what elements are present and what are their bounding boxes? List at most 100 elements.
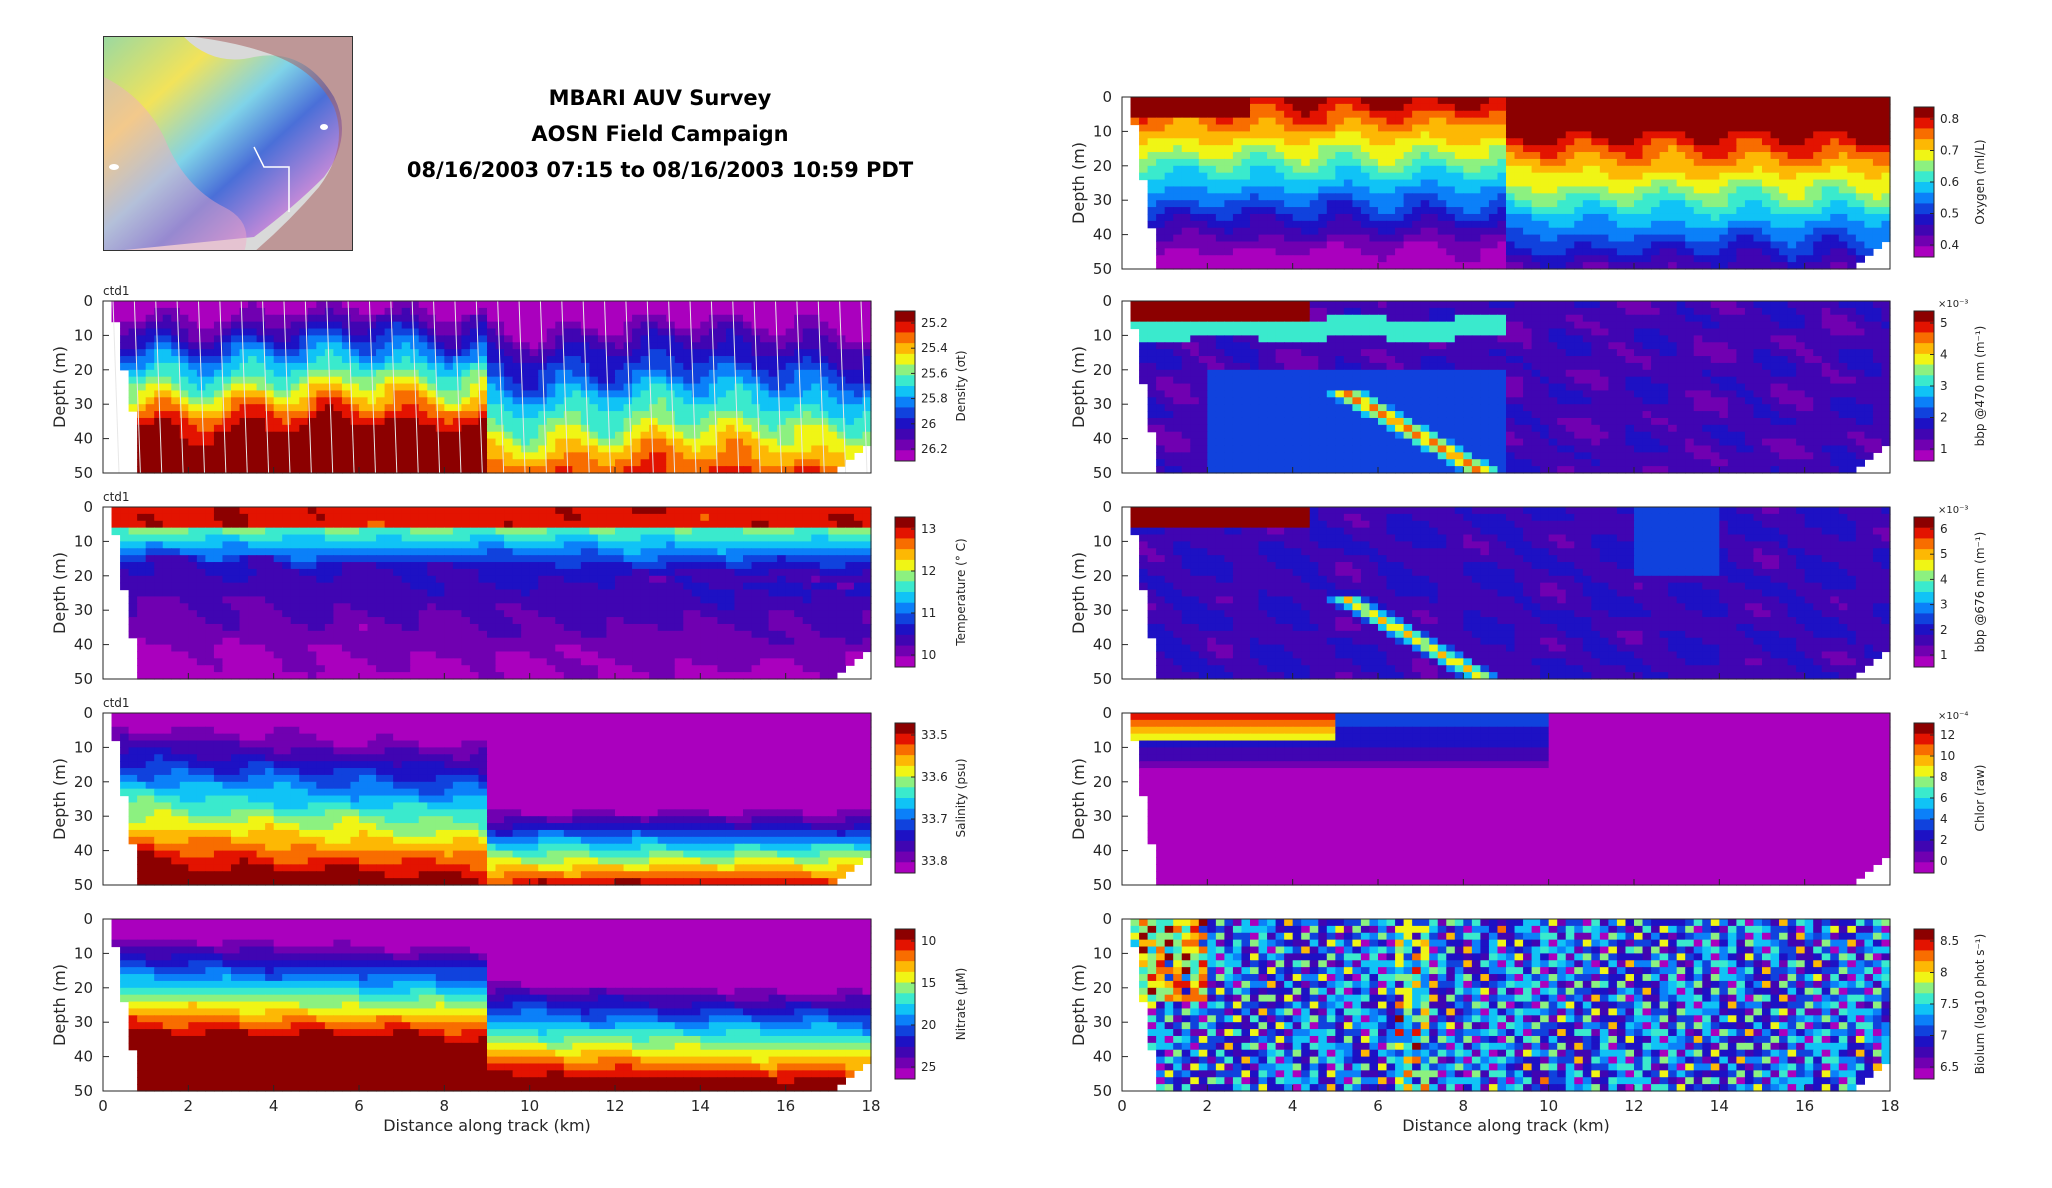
heatmap-cell [828,445,838,453]
heatmap-cell [657,452,667,460]
heatmap-cell [802,603,812,611]
heatmap-cell [623,541,633,549]
heatmap-cell [674,383,684,392]
heatmap-cell [282,335,292,343]
heatmap-cell [768,658,778,666]
heatmap-cell [683,603,693,611]
heatmap-cell [734,596,744,604]
heatmap-cell [273,335,283,343]
heatmap-cell [691,644,701,653]
heatmap-cell [725,369,736,378]
colorbar-frame [894,516,916,668]
heatmap-cell [632,589,642,598]
heatmap-cell [828,541,838,549]
heatmap-cell [777,356,787,364]
heatmap-cell [196,507,206,515]
heatmap-cell [290,651,300,659]
heatmap-cell [700,438,710,447]
heatmap-cell [384,301,394,309]
heatmap-cell [589,658,599,666]
heatmap-cell [597,596,608,604]
heatmap-cell [555,610,565,618]
heatmap-cell [299,617,309,625]
heatmap-cell [734,534,744,542]
heatmap-cell [341,438,352,447]
heatmap-cell [427,589,437,598]
heatmap-cell [760,568,770,577]
heatmap-cell [811,424,821,433]
heatmap-cell [555,411,565,419]
heatmap-cell [606,307,616,316]
heatmap-cell [666,534,676,542]
heatmap-cell [316,321,326,330]
heatmap-cell [495,431,505,440]
heatmap-cell [205,369,215,378]
heatmap-cell [512,733,522,742]
heatmap-cell [401,548,411,556]
heatmap-cell [674,562,684,570]
heatmap-cell [819,548,829,556]
heatmap-cell [359,548,369,556]
heatmap-cell [213,548,224,556]
heatmap-cell [504,314,514,323]
heatmap-cell [299,589,309,598]
heatmap-cell [282,513,292,522]
heatmap-cell [563,610,573,618]
heatmap-cell [521,390,531,398]
heatmap-cell [785,568,795,577]
heatmap-cell [632,459,642,467]
heatmap-cell [495,747,505,755]
heatmap-cell [316,417,326,426]
heatmap-cell [597,630,608,639]
heatmap-cell [853,431,864,440]
heatmap-cell [819,390,829,398]
heatmap-cell [836,301,846,309]
heatmap-cell [828,555,838,563]
heatmap-cell [256,520,266,529]
heatmap-cell [512,658,522,666]
heatmap-cell [572,534,582,542]
heatmap-cell [427,541,437,549]
heatmap-cell [341,417,352,426]
heatmap-cell [589,548,599,556]
heatmap-cell [674,390,684,398]
heatmap-cell [376,575,386,584]
heatmap-cell [563,719,573,728]
heatmap-cell [606,417,616,426]
heatmap-cell [427,665,437,673]
heatmap-cell [256,672,266,680]
heatmap-cell [265,637,275,646]
heatmap-cell [239,301,249,309]
heatmap-cell [393,307,403,316]
heatmap-cell [359,630,369,639]
heatmap-cell [444,610,454,618]
heatmap-cell [154,321,164,330]
heatmap-cell [760,726,770,735]
heatmap-cell [435,314,445,323]
heatmap-cell [222,747,232,755]
heatmap-cell [120,555,130,563]
heatmap-cell [231,575,241,584]
heatmap-cell [495,321,505,330]
heatmap-cell [299,534,309,542]
heatmap-cell [452,733,462,742]
heatmap-cell [162,507,172,515]
heatmap-cell [205,321,215,330]
heatmap-cell [674,438,684,447]
heatmap-cell [179,314,189,323]
heatmap-cell [435,582,445,591]
heatmap-cell [623,328,633,336]
heatmap-cell [444,390,454,398]
heatmap-cell [196,466,206,474]
heatmap-cell [546,452,556,460]
heatmap-cell [632,321,642,330]
heatmap-cell [836,527,846,536]
heatmap-cell [615,507,625,515]
heatmap-cell [487,596,497,604]
heatmap-cell [785,719,795,728]
heatmap-cell [154,719,164,728]
ctd-profile-line [796,300,804,474]
heatmap-cell [290,445,300,453]
heatmap-cell [333,541,343,549]
heatmap-cell [435,747,445,755]
